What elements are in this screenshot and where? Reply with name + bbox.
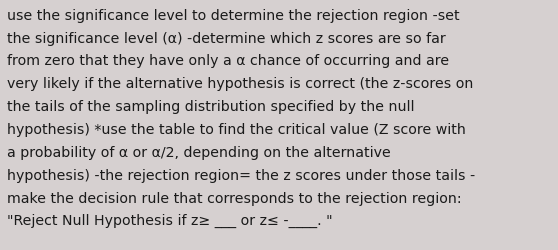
Text: the significance level (α) -determine which z scores are so far: the significance level (α) -determine wh…	[7, 32, 446, 46]
Text: from zero that they have only a α chance of occurring and are: from zero that they have only a α chance…	[7, 54, 449, 68]
Text: hypothesis) -the rejection region= the z scores under those tails -: hypothesis) -the rejection region= the z…	[7, 168, 475, 182]
Text: make the decision rule that corresponds to the rejection region:: make the decision rule that corresponds …	[7, 191, 462, 205]
Text: the tails of the sampling distribution specified by the null: the tails of the sampling distribution s…	[7, 100, 415, 114]
Text: a probability of α or α/2, depending on the alternative: a probability of α or α/2, depending on …	[7, 145, 391, 159]
Text: use the significance level to determine the rejection region -set: use the significance level to determine …	[7, 9, 460, 23]
Text: "Reject Null Hypothesis if z≥ ___ or z≤ -____. ": "Reject Null Hypothesis if z≥ ___ or z≤ …	[7, 214, 333, 228]
Text: hypothesis) *use the table to find the critical value (Z score with: hypothesis) *use the table to find the c…	[7, 122, 466, 136]
Text: very likely if the alternative hypothesis is correct (the z-scores on: very likely if the alternative hypothesi…	[7, 77, 474, 91]
